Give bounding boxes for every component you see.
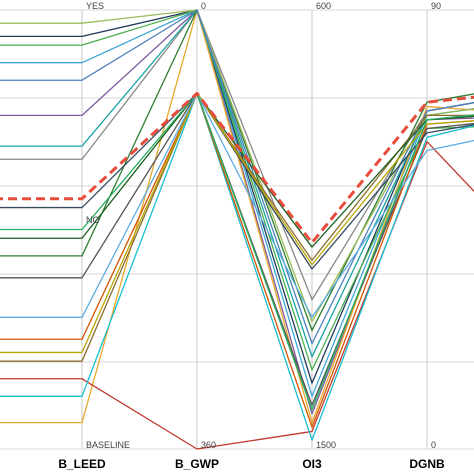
axis-top-label: 90 — [431, 1, 441, 11]
axis-middle-label: NO — [86, 215, 100, 225]
series-line — [0, 9, 474, 358]
chart-grid — [0, 9, 474, 450]
axis-bottom-label: 0 — [431, 440, 436, 450]
axis-name-label: OI3 — [302, 457, 322, 471]
series-line — [0, 9, 474, 424]
axis-bottom-label: 360 — [201, 440, 216, 450]
series-line — [0, 91, 474, 245]
axis-top-label: 600 — [316, 1, 331, 11]
series-line — [0, 92, 474, 441]
chart-series-lines — [0, 9, 474, 450]
series-line — [0, 9, 474, 345]
series-line — [0, 9, 474, 371]
series-line — [0, 92, 474, 318]
series-line — [0, 9, 474, 415]
series-line — [0, 141, 474, 450]
axis-bottom-label: BASELINE — [86, 440, 130, 450]
series-line — [0, 92, 474, 411]
chart-axis-labels: YES NO BASELINE B_LEED 0 360 B_GWP 600 1500 OI3 90… — [58, 1, 445, 471]
series-line — [0, 92, 474, 362]
axis-name-label: B_LEED — [58, 457, 106, 471]
series-line — [0, 92, 474, 406]
axis-name-label: DGNB — [409, 457, 445, 471]
series-line — [0, 92, 474, 270]
axis-top-label: 0 — [201, 1, 206, 11]
series-line — [0, 9, 474, 384]
axis-name-label: B_GWP — [175, 457, 219, 471]
axis-bottom-label: 1500 — [316, 440, 336, 450]
series-line — [0, 92, 474, 354]
axis-top-label: YES — [86, 1, 104, 11]
